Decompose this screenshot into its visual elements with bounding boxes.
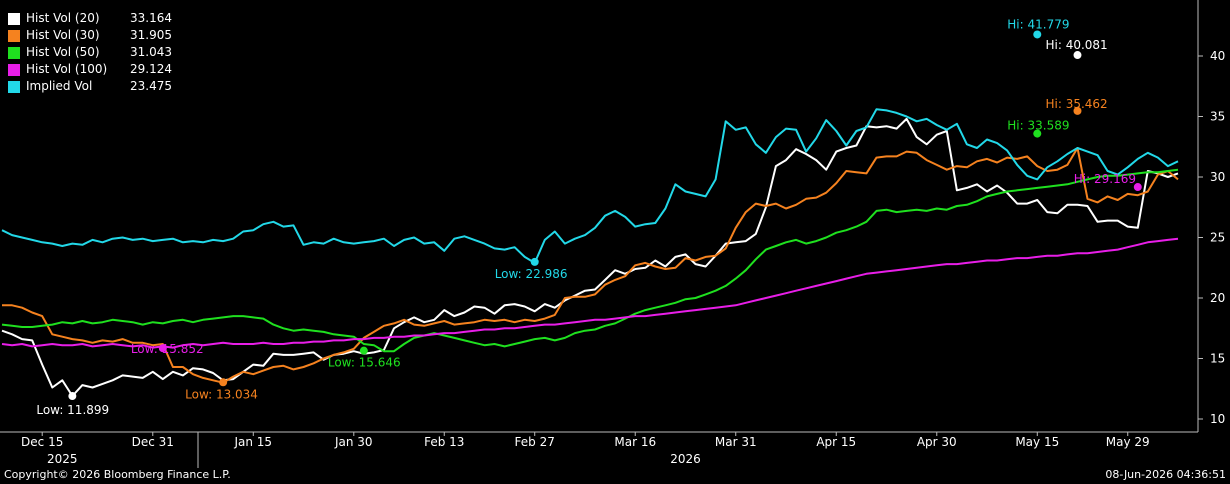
- x-tick-label: Dec 31: [132, 435, 174, 449]
- legend-item[interactable]: Hist Vol (20) 33.164: [8, 10, 172, 27]
- legend-swatch: [8, 12, 20, 25]
- legend: Hist Vol (20) 33.164 Hist Vol (30) 31.90…: [8, 10, 172, 95]
- legend-item[interactable]: Hist Vol (50) 31.043: [8, 44, 172, 61]
- annotation-label: Low: 15.852: [131, 342, 204, 356]
- annotation-label: Low: 13.034: [185, 387, 258, 401]
- legend-name: Hist Vol (30): [26, 28, 100, 42]
- legend-value: 31.043: [130, 45, 172, 59]
- legend-swatch: [8, 63, 20, 76]
- x-tick-label: May 29: [1106, 435, 1150, 449]
- x-tick-label: Mar 16: [614, 435, 656, 449]
- annotation-marker: [68, 392, 77, 401]
- annotation-label: Hi: 40.081: [1045, 38, 1107, 52]
- legend-name: Hist Vol (100): [26, 62, 108, 76]
- annotation-marker: [1073, 51, 1082, 60]
- annotation-label: Low: 15.646: [328, 356, 401, 370]
- annotation-label: Hi: 29.169: [1074, 172, 1136, 186]
- year-label: 2025: [47, 452, 78, 466]
- series-line-implied-vol: [1, 108, 1179, 264]
- x-tick-label: Mar 31: [715, 435, 757, 449]
- series-group: [1, 108, 1179, 397]
- annotation-marker: [1073, 106, 1082, 115]
- annotation-marker: [1033, 129, 1042, 138]
- legend-value: 23.475: [130, 79, 172, 93]
- y-tick-label: 20: [1210, 291, 1225, 305]
- y-tick-label: 25: [1210, 231, 1225, 245]
- legend-swatch: [8, 29, 20, 42]
- legend-value: 33.164: [130, 11, 172, 25]
- annotation-group: Low: 11.899 Low: 13.034 Low: 15.852 Low: 15…: [36, 17, 1142, 417]
- x-tick-label: Jan 15: [233, 435, 272, 449]
- series-line-hist-vol-100: [1, 237, 1179, 349]
- annotation-label: Hi: 33.589: [1007, 119, 1069, 133]
- legend-item[interactable]: Implied Vol 23.475: [8, 78, 172, 95]
- footer: Copyright© 2026 Bloomberg Finance L.P. 0…: [0, 466, 1230, 484]
- annotation-label: Low: 22.986: [495, 267, 568, 281]
- annotation-marker: [359, 346, 368, 355]
- y-tick-label: 40: [1210, 49, 1225, 63]
- year-label: 2026: [670, 452, 701, 466]
- series-line-hist-vol-30: [2, 147, 1179, 384]
- x-tick-label: Dec 15: [21, 435, 63, 449]
- x-tick-label: Feb 13: [424, 435, 464, 449]
- y-tick-label: 35: [1210, 110, 1225, 124]
- y-tick-label: 15: [1210, 352, 1225, 366]
- legend-value: 29.124: [130, 62, 172, 76]
- copyright-text: Copyright© 2026 Bloomberg Finance L.P.: [4, 468, 231, 481]
- legend-swatch: [8, 80, 20, 93]
- annotation-label: Low: 11.899: [36, 403, 109, 417]
- annotation-marker: [530, 257, 539, 266]
- annotation-marker: [158, 344, 167, 353]
- legend-item[interactable]: Hist Vol (30) 31.905: [8, 27, 172, 44]
- annotation-marker: [1033, 30, 1042, 39]
- legend-name: Hist Vol (50): [26, 45, 100, 59]
- x-tick-label: May 15: [1015, 435, 1059, 449]
- legend-swatch: [8, 46, 20, 59]
- annotation-marker: [219, 378, 228, 387]
- series-line-hist-vol-20: [1, 117, 1179, 397]
- y-tick-label: 10: [1210, 412, 1225, 426]
- timestamp-text: 08-Jun-2026 04:36:51: [1105, 468, 1226, 481]
- legend-name: Hist Vol (20): [26, 11, 100, 25]
- x-tick-label: Apr 30: [917, 435, 957, 449]
- legend-item[interactable]: Hist Vol (100) 29.124: [8, 61, 172, 78]
- x-tick-label: Apr 15: [816, 435, 856, 449]
- y-tick-label: 30: [1210, 170, 1225, 184]
- x-tick-label: Feb 27: [515, 435, 555, 449]
- annotation-label: Hi: 41.779: [1007, 17, 1069, 31]
- legend-name: Implied Vol: [26, 79, 93, 93]
- series-line-hist-vol-50: [1, 168, 1179, 353]
- x-tick-label: Jan 30: [334, 435, 373, 449]
- annotation-marker: [1133, 183, 1142, 192]
- annotation-label: Hi: 35.462: [1045, 97, 1107, 111]
- legend-value: 31.905: [130, 28, 172, 42]
